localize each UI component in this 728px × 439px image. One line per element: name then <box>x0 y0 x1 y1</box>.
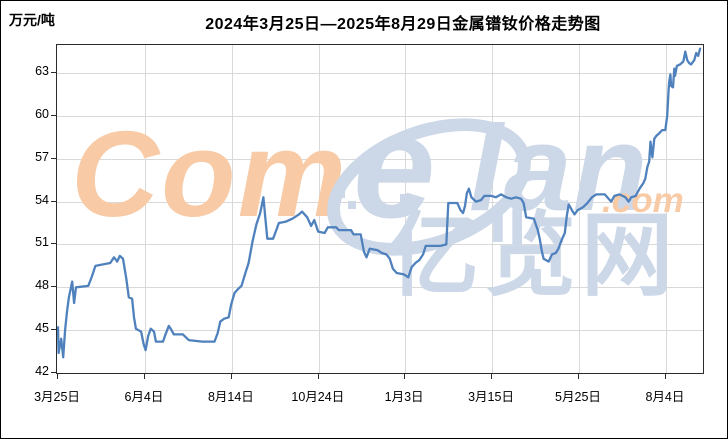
v-gridline <box>144 45 146 373</box>
v-gridline <box>665 45 667 373</box>
y-axis-tick <box>51 286 56 288</box>
price-line-chart <box>57 47 702 359</box>
y-axis-tick <box>51 243 56 245</box>
h-gridline <box>57 158 703 160</box>
x-tick-label: 8月4日 <box>645 390 685 404</box>
h-gridline <box>57 287 703 289</box>
y-tick-label: 42 <box>35 364 49 378</box>
y-tick-label: 45 <box>35 321 49 336</box>
y-tick-label: 51 <box>35 235 49 250</box>
price-line <box>57 47 702 359</box>
y-axis-tick <box>51 72 56 73</box>
x-axis-tick <box>404 374 406 379</box>
x-tick-label: 3月25日 <box>34 390 80 404</box>
v-gridline <box>318 45 320 373</box>
y-axis-tick <box>51 114 56 116</box>
h-gridline <box>57 201 703 203</box>
h-gridline <box>57 244 703 246</box>
plot-area: Com e lan .com 亿览网 <box>56 44 704 374</box>
y-axis-tick <box>51 200 56 202</box>
x-axis-tick <box>577 374 579 379</box>
y-tick-label: 57 <box>35 149 49 164</box>
v-gridline <box>405 45 407 373</box>
y-axis-unit-label: 万元/吨 <box>9 12 55 28</box>
h-gridline <box>57 330 703 332</box>
x-axis-tick <box>491 374 493 379</box>
chart-title: 2024年3月25日—2025年8月29日金属镨钕价格走势图 <box>205 16 601 33</box>
y-tick-label: 54 <box>35 192 49 207</box>
h-gridline <box>57 73 703 74</box>
y-axis-tick <box>51 157 56 159</box>
y-tick-label: 48 <box>35 278 49 293</box>
x-axis-tick <box>143 374 145 379</box>
x-axis-tick <box>664 374 666 379</box>
y-tick-label: 60 <box>35 106 49 121</box>
x-tick-label: 5月25日 <box>555 390 601 404</box>
v-gridline <box>492 45 494 373</box>
y-axis-tick <box>51 329 56 331</box>
x-axis-tick <box>317 374 319 379</box>
h-gridline <box>57 115 703 117</box>
x-axis-tick <box>57 374 58 379</box>
x-tick-label: 1月3日 <box>384 390 424 404</box>
x-tick-label: 8月14日 <box>207 390 254 404</box>
x-tick-label: 10月24日 <box>291 390 345 404</box>
y-tick-label: 63 <box>35 64 49 78</box>
v-gridline <box>231 45 233 373</box>
x-axis-tick <box>230 374 232 379</box>
y-axis-tick <box>51 372 56 373</box>
x-tick-label: 3月15日 <box>468 390 514 404</box>
x-tick-label: 6月4日 <box>124 390 164 404</box>
